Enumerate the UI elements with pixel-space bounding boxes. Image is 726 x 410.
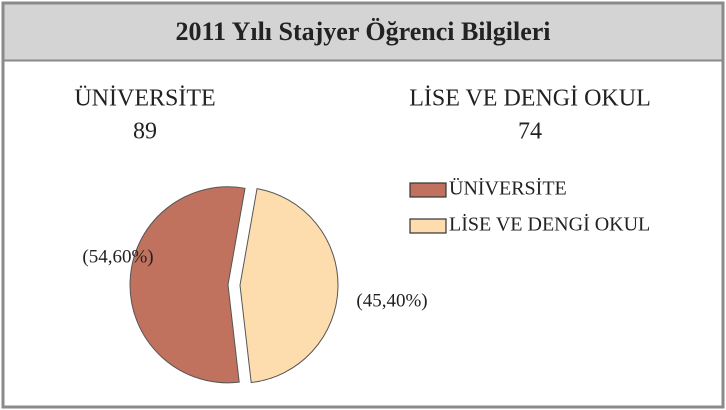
legend-swatch xyxy=(409,218,447,234)
pie-slice xyxy=(129,186,246,384)
legend-swatch xyxy=(409,182,447,198)
value-label: (45,40%) xyxy=(356,290,427,311)
stat-value: 89 xyxy=(133,119,157,145)
stat-label: LİSE VE DENGİ OKUL xyxy=(409,86,651,112)
chart-title: 2011 Yılı Stajyer Öğrenci Bilgileri xyxy=(175,17,550,46)
legend-label: ÜNİVERSİTE xyxy=(449,177,567,200)
stat-label: ÜNİVERSİTE xyxy=(74,86,215,112)
value-label: (54,60%) xyxy=(82,246,153,267)
stat-value: 74 xyxy=(518,119,542,145)
title-bar xyxy=(4,4,722,61)
legend-label: LİSE VE DENGİ OKUL xyxy=(449,213,650,236)
pie-slice xyxy=(239,188,339,384)
